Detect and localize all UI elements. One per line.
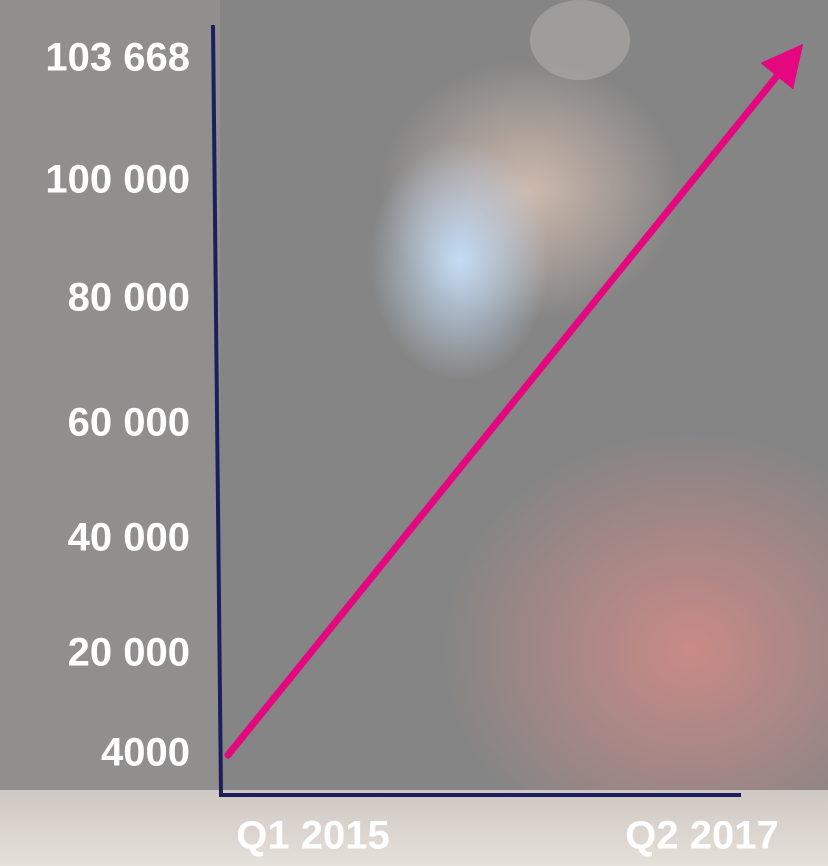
x-tick-label: Q2 2017: [625, 814, 778, 858]
y-tick-label: 40 000: [68, 516, 190, 560]
y-tick-label: 100 000: [45, 158, 190, 202]
page: 4000 20 000 40 000 60 000 80 000 100 000 103 6…: [0, 0, 828, 866]
y-tick-label: 60 000: [68, 401, 190, 445]
y-tick-label: 4000: [101, 731, 190, 775]
x-tick-label: Q1 2015: [236, 814, 389, 858]
y-tick-label: 20 000: [68, 631, 190, 675]
chart: 4000 20 000 40 000 60 000 80 000 100 000 103 6…: [0, 0, 828, 866]
y-tick-label: 80 000: [68, 276, 190, 320]
y-tick-label: 103 668: [45, 36, 190, 80]
